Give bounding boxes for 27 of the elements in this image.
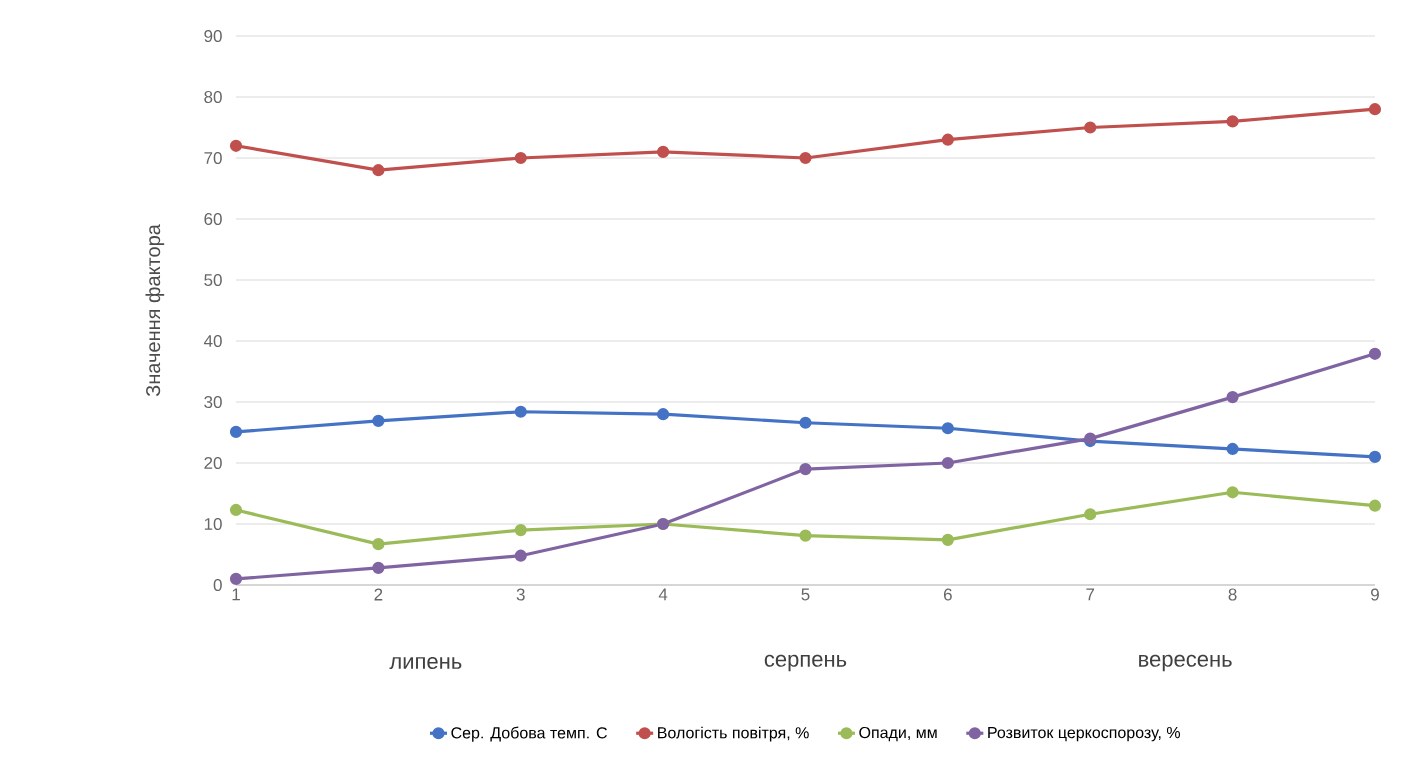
y-tick-label: 40 [203,334,222,348]
y-tick-label: 50 [204,273,222,287]
legend-label: Опади, мм [859,726,937,742]
x-tick-label: 4 [658,588,668,601]
y-tick-label: 60 [204,212,222,226]
x-tick-label: 6 [943,588,952,601]
y-tick-label: 30 [204,395,222,409]
x-tick-label: 3 [516,588,525,601]
y-tick-label: 80 [204,90,222,104]
x-tick-label: 5 [801,588,810,601]
legend-label: Вологість повітря, % [658,726,809,742]
y-axis-title: Значення фактора [145,224,165,397]
text: липень [389,656,462,670]
x-tick-label: 7 [1086,588,1095,601]
y-tick-label: 0 [213,578,222,592]
legend-label: Сер. Добова темп. С [451,726,607,742]
y-tick-label: 70 [204,151,222,165]
x-tick-label: 8 [1228,588,1237,601]
x-tick-label: 1 [232,588,240,601]
text: вересень [1139,654,1232,672]
x-tick-label: 2 [374,588,383,601]
text: серпень [764,654,847,672]
x-tick-label: 9 [1371,588,1379,601]
y-tick-label: 20 [204,456,222,470]
y-tick-label: 10 [204,517,222,531]
legend-label: Розвиток церкоспорозу, % [988,726,1180,742]
y-tick-label: 90 [204,29,222,43]
